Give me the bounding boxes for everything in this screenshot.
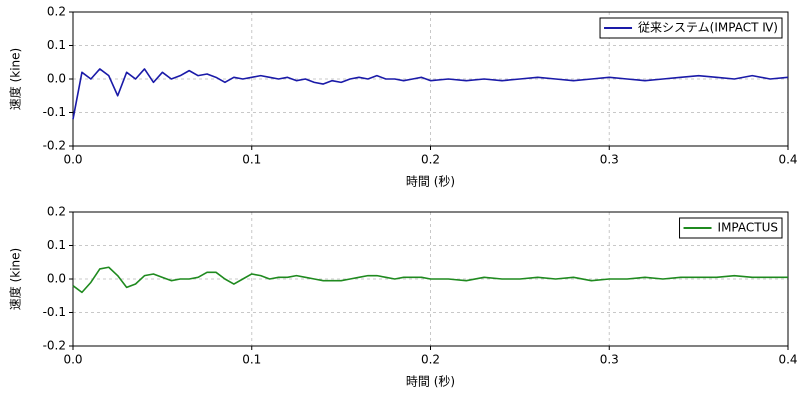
x-tick-label: 0.4 <box>778 153 797 167</box>
y-tick-label: 0.1 <box>47 238 66 252</box>
legend-label: IMPACTUS <box>718 221 778 235</box>
x-axis-label: 時間 (秒) <box>406 175 455 189</box>
data-line <box>72 68 789 120</box>
legend: IMPACTUS <box>679 217 783 239</box>
plot-frame <box>72 211 789 347</box>
plot-frame <box>72 11 789 147</box>
x-tick-label: 0.1 <box>242 153 261 167</box>
y-tick-label: -0.1 <box>43 305 66 319</box>
x-tick-label: 0.3 <box>600 353 619 367</box>
y-tick-label: 0.0 <box>47 272 66 286</box>
legend-box <box>679 217 783 239</box>
legend-label: 従来システム(IMPACT Ⅳ) <box>638 21 778 35</box>
y-tick-label: 0.0 <box>47 72 66 86</box>
y-tick-label: -0.2 <box>43 139 66 153</box>
y-tick-label: -0.2 <box>43 339 66 353</box>
x-tick-label: 0.2 <box>421 153 440 167</box>
legend-box <box>599 17 783 39</box>
y-axis-label: 速度 (kine) <box>8 48 23 110</box>
subplot: -0.2 -0.1 0.0 0.1 0.2 0.0 0.1 0.2 0.3 0.4 時間 (秒) 速度… <box>8 5 798 189</box>
x-tick-label: 0.4 <box>778 353 797 367</box>
y-tick-label: 0.2 <box>47 205 66 219</box>
y-tick-label: 0.1 <box>47 38 66 52</box>
subplot: -0.2 -0.1 0.0 0.1 0.2 0.0 0.1 0.2 0.3 0.4 時間 (秒) 速度… <box>8 205 798 389</box>
data-line <box>72 266 788 294</box>
x-tick-label: 0.3 <box>600 153 619 167</box>
y-tick-label: 0.2 <box>47 5 66 19</box>
legend: 従来システム(IMPACT Ⅳ) <box>599 17 783 39</box>
x-tick-label: 0.2 <box>421 353 440 367</box>
x-tick-label: 0.0 <box>63 153 82 167</box>
x-tick-label: 0.1 <box>242 353 261 367</box>
y-axis-label: 速度 (kine) <box>8 248 23 310</box>
x-axis-label: 時間 (秒) <box>406 375 455 389</box>
y-tick-label: -0.1 <box>43 105 66 119</box>
x-tick-label: 0.0 <box>63 353 82 367</box>
